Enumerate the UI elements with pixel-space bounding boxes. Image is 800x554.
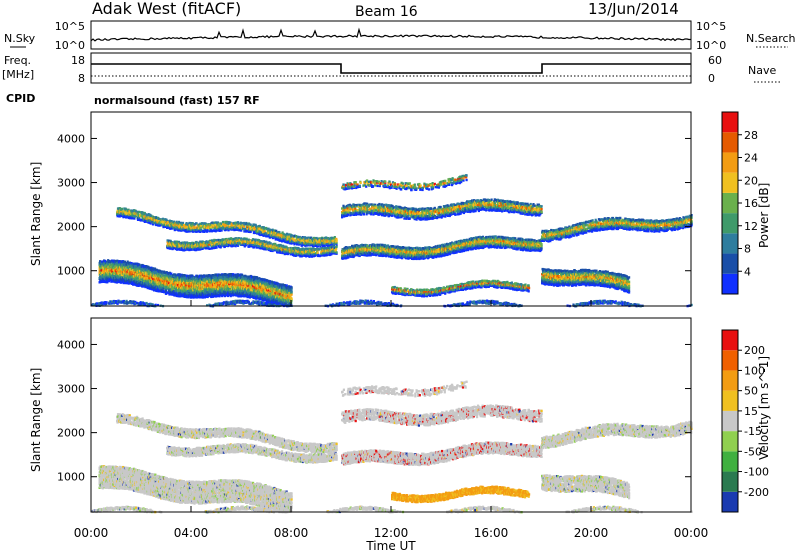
heatmap-cell xyxy=(336,239,338,241)
noise-sky-line xyxy=(91,30,691,41)
nave-tick-bottom: 0 xyxy=(708,72,715,85)
heatmap-cell xyxy=(317,252,319,254)
heatmap-cell xyxy=(121,208,123,210)
freq-tick-top: 18 xyxy=(71,54,85,67)
noise-tick-right-bottom: 10^0 xyxy=(696,39,726,52)
nsky-label: N.Sky xyxy=(4,32,36,45)
heatmap-cell xyxy=(336,251,338,253)
freq-line xyxy=(91,64,691,73)
heatmap-cell xyxy=(243,226,245,228)
heatmap-cell xyxy=(216,246,218,248)
heatmap-cell xyxy=(222,221,224,223)
heatmap-cell xyxy=(318,248,320,250)
heatmap-cell xyxy=(270,242,272,244)
nave-tick-top: 60 xyxy=(708,54,722,67)
station-title: Adak West (fitACF) xyxy=(92,0,241,18)
nave-label: Nave xyxy=(748,64,776,77)
beam-title: Beam 16 xyxy=(355,4,418,20)
cpid-value: normalsound (fast) 157 RF xyxy=(94,94,260,107)
heatmap-cell xyxy=(286,246,288,248)
noise-tick-left-bottom: 10^0 xyxy=(55,39,85,52)
freq-tick-bottom: 8 xyxy=(78,72,85,85)
freq-unit: [MHz] xyxy=(2,68,34,81)
date-title: 13/Jun/2014 xyxy=(588,0,679,18)
power-heatmap xyxy=(91,174,693,307)
freq-panel: Freq. [MHz] 18 8 60 0 Nave xyxy=(2,53,780,85)
heatmap-cell xyxy=(208,248,210,250)
nsearch-label: N.Search xyxy=(746,32,796,45)
freq-label: Freq. xyxy=(4,54,31,67)
radar-summary-plot: Adak West (fitACF) Beam 16 13/Jun/2014 N… xyxy=(0,0,800,554)
noise-panel: N.Sky N.Search 10^5 10^0 10^5 10^0 xyxy=(4,20,796,52)
noise-tick-left-top: 10^5 xyxy=(55,20,85,33)
heatmap-cell xyxy=(292,237,294,239)
heatmap-cell xyxy=(182,222,184,224)
heatmap-cell xyxy=(336,245,338,247)
heatmap-cell xyxy=(207,230,209,232)
cpid-label: CPID xyxy=(6,92,35,105)
noise-tick-right-top: 10^5 xyxy=(696,20,726,33)
